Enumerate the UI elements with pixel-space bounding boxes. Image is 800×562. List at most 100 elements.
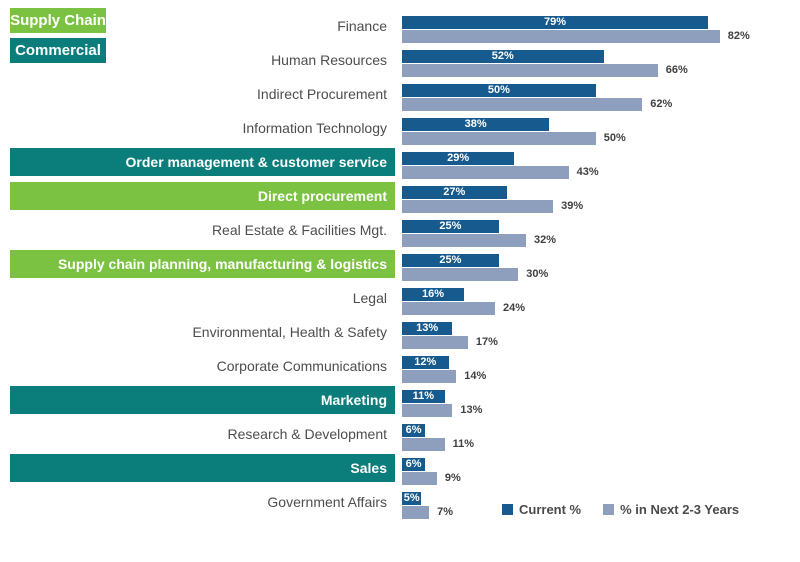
current-value-label: 6%: [405, 458, 422, 470]
next-value-label: 11%: [452, 438, 475, 450]
next-value-label: 14%: [464, 370, 487, 382]
chart-row: Indirect Procurement 50% 62%: [0, 80, 800, 111]
next-value-label: 43%: [576, 166, 599, 178]
next-bar: [402, 506, 430, 519]
current-bar: 27%: [402, 186, 507, 199]
category-label: Finance: [337, 17, 387, 34]
chart-row: Information Technology 38% 50%: [0, 114, 800, 145]
series-legend: Current % % in Next 2-3 Years: [502, 502, 739, 517]
current-value-label: 11%: [412, 390, 435, 402]
next-value-label: 17%: [475, 336, 498, 348]
current-value-label: 5%: [403, 492, 420, 504]
next-bar: [402, 438, 445, 451]
category-label: Order management & customer service: [10, 148, 395, 176]
series-legend-next-label: % in Next 2-3 Years: [620, 502, 740, 517]
next-value-label: 9%: [444, 472, 461, 484]
series-legend-item-current: Current %: [502, 502, 581, 517]
segment-badge-supply-chain: Supply Chain: [10, 8, 106, 33]
current-bar: 5%: [402, 492, 422, 505]
category-label: Information Technology: [242, 119, 388, 136]
segment-badge-commercial-label: Commercial: [15, 42, 101, 59]
series-legend-item-next: % in Next 2-3 Years: [603, 502, 739, 517]
category-label: Environmental, Health & Safety: [192, 323, 387, 340]
current-value-label: 29%: [447, 152, 470, 164]
series-legend-current-label: Current %: [519, 502, 582, 517]
current-series-swatch-icon: [502, 504, 513, 515]
current-bar: 25%: [402, 220, 499, 233]
chart-row: Direct procurement 27% 39%: [0, 182, 800, 213]
current-value-label: 79%: [544, 16, 567, 28]
chart-row: Order management & customer service 29% 43…: [0, 148, 800, 179]
current-value-label: 52%: [491, 50, 514, 62]
current-value-label: 12%: [414, 356, 437, 368]
current-bar: 79%: [402, 16, 709, 29]
current-bar: 6%: [402, 424, 426, 437]
current-value-label: 25%: [439, 254, 462, 266]
next-bar: [402, 98, 643, 111]
category-label: Research & Development: [227, 425, 387, 442]
current-bar: 25%: [402, 254, 499, 267]
next-value-label: 7%: [437, 506, 454, 518]
chart-row: Research & Development 6% 11%: [0, 420, 800, 451]
current-bar: 52%: [402, 50, 604, 63]
next-bar: [402, 64, 658, 77]
chart-row: Human Resources 52% 66%: [0, 46, 800, 77]
current-value-label: 38%: [464, 118, 487, 130]
chart-row: Sales 6% 9%: [0, 454, 800, 485]
segment-legend: Supply Chain Commercial: [10, 8, 106, 68]
chart-row: Environmental, Health & Safety 13% 17%: [0, 318, 800, 349]
next-bar: [402, 268, 519, 281]
current-bar: 50%: [402, 84, 596, 97]
next-value-label: 39%: [561, 200, 584, 212]
chart-row: Marketing 11% 13%: [0, 386, 800, 417]
next-value-label: 30%: [526, 268, 549, 280]
current-value-label: 25%: [439, 220, 462, 232]
next-bar: [402, 166, 569, 179]
next-bar: [402, 404, 453, 417]
current-value-label: 6%: [405, 424, 422, 436]
next-value-label: 13%: [460, 404, 483, 416]
category-label: Legal: [352, 289, 387, 306]
chart-row: Supply chain planning, manufacturing & l…: [0, 250, 800, 281]
segment-badge-supply-chain-label: Supply Chain: [10, 12, 106, 29]
next-value-label: 50%: [603, 132, 626, 144]
next-value-label: 62%: [650, 98, 673, 110]
category-label: Sales: [10, 454, 395, 482]
category-label: Marketing: [10, 386, 395, 414]
current-value-label: 50%: [487, 84, 510, 96]
chart-row: Real Estate & Facilities Mgt. 25% 32%: [0, 216, 800, 247]
current-bar: 13%: [402, 322, 453, 335]
category-label: Government Affairs: [267, 493, 387, 510]
category-label: Corporate Communications: [216, 357, 387, 374]
chart-row: Corporate Communications 12% 14%: [0, 352, 800, 383]
next-value-label: 32%: [534, 234, 557, 246]
next-series-swatch-icon: [603, 504, 615, 515]
next-bar: [402, 302, 495, 315]
current-bar: 11%: [402, 390, 445, 403]
next-value-label: 66%: [665, 64, 688, 76]
chart-row: Legal 16% 24%: [0, 284, 800, 315]
current-bar: 38%: [402, 118, 550, 131]
next-bar: [402, 234, 526, 247]
category-label: Direct procurement: [10, 182, 395, 210]
next-value-label: 24%: [503, 302, 526, 314]
category-label: Human Resources: [271, 51, 387, 68]
next-bar: [402, 132, 596, 145]
category-label: Real Estate & Facilities Mgt.: [211, 221, 387, 238]
chart-row: Finance 79% 82%: [0, 12, 800, 43]
current-bar: 6%: [402, 458, 426, 471]
category-label: Supply chain planning, manufacturing & l…: [10, 250, 395, 278]
current-value-label: 13%: [416, 322, 439, 334]
next-bar: [402, 370, 457, 383]
chart-row: Government Affairs 5% 7%: [0, 488, 800, 519]
current-value-label: 16%: [421, 288, 445, 300]
segment-badge-commercial: Commercial: [10, 38, 106, 63]
next-value-label: 82%: [727, 30, 750, 42]
current-bar: 29%: [402, 152, 515, 165]
next-bar: [402, 472, 437, 485]
current-value-label: 27%: [443, 186, 466, 198]
next-bar: [402, 30, 720, 43]
current-bar: 12%: [402, 356, 449, 369]
